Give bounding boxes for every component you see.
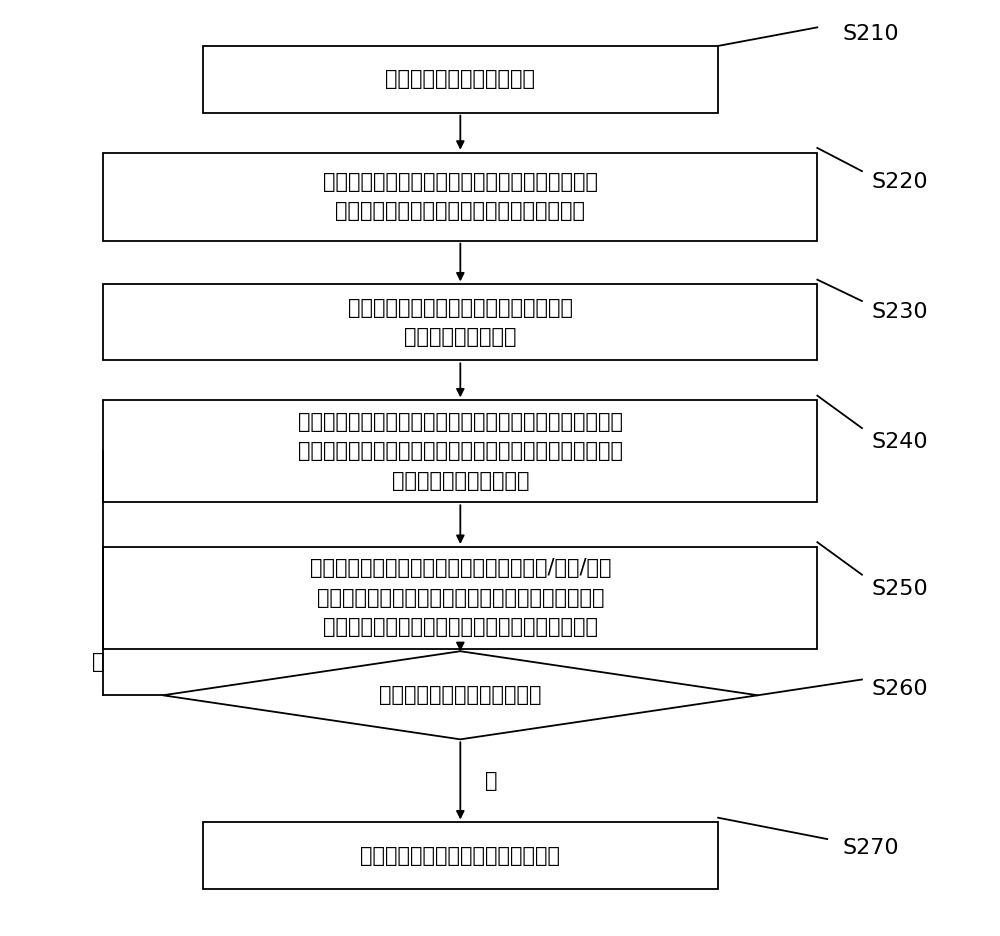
Text: S250: S250 <box>872 578 929 599</box>
Text: 根据预设合并列数更新待合并列索引: 根据预设合并列数更新待合并列索引 <box>360 846 560 866</box>
Bar <box>103 401 817 503</box>
Text: 是: 是 <box>485 771 498 791</box>
Bar <box>103 285 817 360</box>
Text: 遍历待合并点迹窗，将落入中心点迹的距离/方位/俯仰
角关联门限内的点迹作为关联点迹，将关联点迹标记
为无效，对中心点迹和所述关联点迹进行点迹合并: 遍历待合并点迹窗，将落入中心点迹的距离/方位/俯仰 角关联门限内的点迹作为关联点… <box>310 558 611 637</box>
Bar <box>103 547 817 649</box>
Text: 合并前点迹数组内无有效点迹: 合并前点迹数组内无有效点迹 <box>379 685 542 706</box>
Text: S230: S230 <box>872 302 928 322</box>
Text: S210: S210 <box>842 23 899 44</box>
Text: S270: S270 <box>842 839 899 858</box>
Text: S220: S220 <box>872 172 928 192</box>
Text: S260: S260 <box>872 679 928 699</box>
Text: 否: 否 <box>92 652 105 672</box>
Bar <box>203 823 718 889</box>
Text: 确定待合并中心点迹所在列: 确定待合并中心点迹所在列 <box>385 69 535 89</box>
Text: 按点迹幅度从大到小对合并前点迹数组中
的点迹信息进行排序: 按点迹幅度从大到小对合并前点迹数组中 的点迹信息进行排序 <box>348 298 573 347</box>
Bar <box>203 46 718 112</box>
Bar <box>103 153 817 241</box>
Text: 从合并前点迹数组中取出一个有效点迹作为中心点迹标记为
无效，以中心点迹为中心确定合并窗，取出位于合并窗内的
点迹并存至待合并点迹窗: 从合并前点迹数组中取出一个有效点迹作为中心点迹标记为 无效，以中心点迹为中心确定… <box>298 412 623 490</box>
Text: 取出待合并中心点迹所在列中取出所有波位的点迹
信息，标记为有效，并保存至合并前点迹数组: 取出待合并中心点迹所在列中取出所有波位的点迹 信息，标记为有效，并保存至合并前点… <box>323 172 598 222</box>
Polygon shape <box>163 651 758 739</box>
Text: S240: S240 <box>872 432 928 452</box>
